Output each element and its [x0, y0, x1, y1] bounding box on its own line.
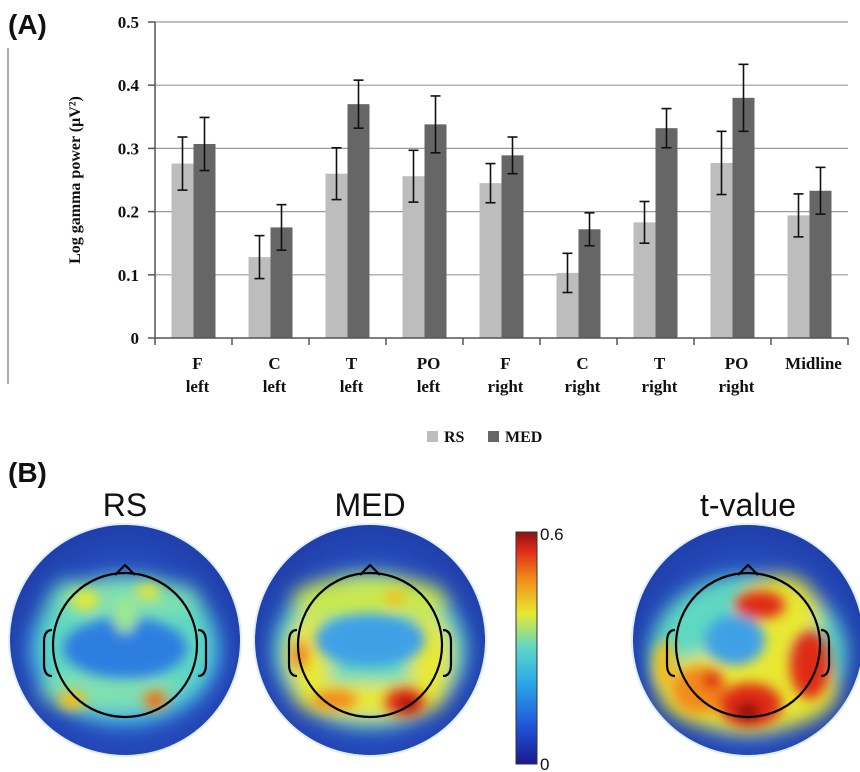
y-tick-label: 0.5 [118, 13, 139, 32]
x-tick-label: Midline [785, 354, 842, 373]
bar-rs [325, 173, 348, 338]
y-tick-label: 0.4 [118, 76, 140, 95]
legend-label-rs: RS [444, 429, 465, 446]
x-tick-label: right [719, 377, 755, 396]
bar-med [347, 104, 370, 338]
legend: RS MED [427, 429, 542, 446]
x-tick-label: F [192, 354, 202, 373]
topomap-rs [8, 523, 242, 757]
x-tick-label: left [340, 377, 364, 396]
bar-med [270, 227, 293, 338]
colorbar-gradient [515, 531, 538, 765]
legend-swatch-rs [427, 431, 438, 442]
topomap-med [253, 523, 487, 757]
x-tick-label: T [654, 354, 666, 373]
colorbar-min-label: 0 [540, 755, 549, 772]
bar-med [655, 128, 678, 338]
x-tick-label: right [565, 377, 601, 396]
bar-rs [710, 162, 733, 338]
panel-b-label: (B) [8, 457, 47, 488]
topomap-title-rs: RS [103, 487, 147, 523]
bar-med [578, 229, 601, 338]
y-tick-label: 0 [131, 329, 140, 348]
x-tick-label: C [268, 354, 280, 373]
bar-rs [248, 257, 271, 338]
topomap-tvalue [631, 523, 860, 757]
y-tick-labels: 0 0.1 0.2 0.3 0.4 0.5 [118, 13, 140, 348]
y-tick-label: 0.1 [118, 266, 139, 285]
bars [171, 97, 832, 338]
bar-rs [479, 183, 502, 338]
y-tick-label: 0.3 [118, 139, 139, 158]
x-tick-label: right [642, 377, 678, 396]
x-tick-label: PO [417, 354, 441, 373]
x-tick-label: right [488, 377, 524, 396]
bar-med [732, 97, 755, 338]
x-tick-label: PO [725, 354, 749, 373]
colorbar: 0.6 0 [515, 525, 564, 772]
y-axis-title: Log gamma power (μV²) [67, 96, 84, 264]
bar-rs [171, 163, 194, 338]
bar-med [501, 155, 524, 338]
topomap-title-med: MED [334, 487, 405, 523]
bar-rs [633, 222, 656, 338]
bar-rs [787, 215, 810, 338]
x-tick-label: C [576, 354, 588, 373]
error-bars [177, 63, 826, 294]
bar-rs [556, 272, 579, 338]
x-tick-label: left [186, 377, 210, 396]
legend-label-med: MED [505, 429, 542, 446]
y-tick-label: 0.2 [118, 203, 139, 222]
panel-a-label: (A) [8, 9, 47, 40]
x-tick-label: T [346, 354, 358, 373]
bar-rs [402, 176, 425, 338]
x-tick-label: left [263, 377, 287, 396]
topomap-title-tvalue: t-value [700, 487, 796, 523]
axes [148, 21, 849, 345]
bar-med [193, 143, 216, 338]
legend-swatch-med [488, 431, 499, 442]
bar-med [809, 190, 832, 338]
x-tick-label: F [500, 354, 510, 373]
x-tick-label: left [417, 377, 441, 396]
bar-med [424, 124, 447, 338]
colorbar-max-label: 0.6 [540, 525, 564, 544]
